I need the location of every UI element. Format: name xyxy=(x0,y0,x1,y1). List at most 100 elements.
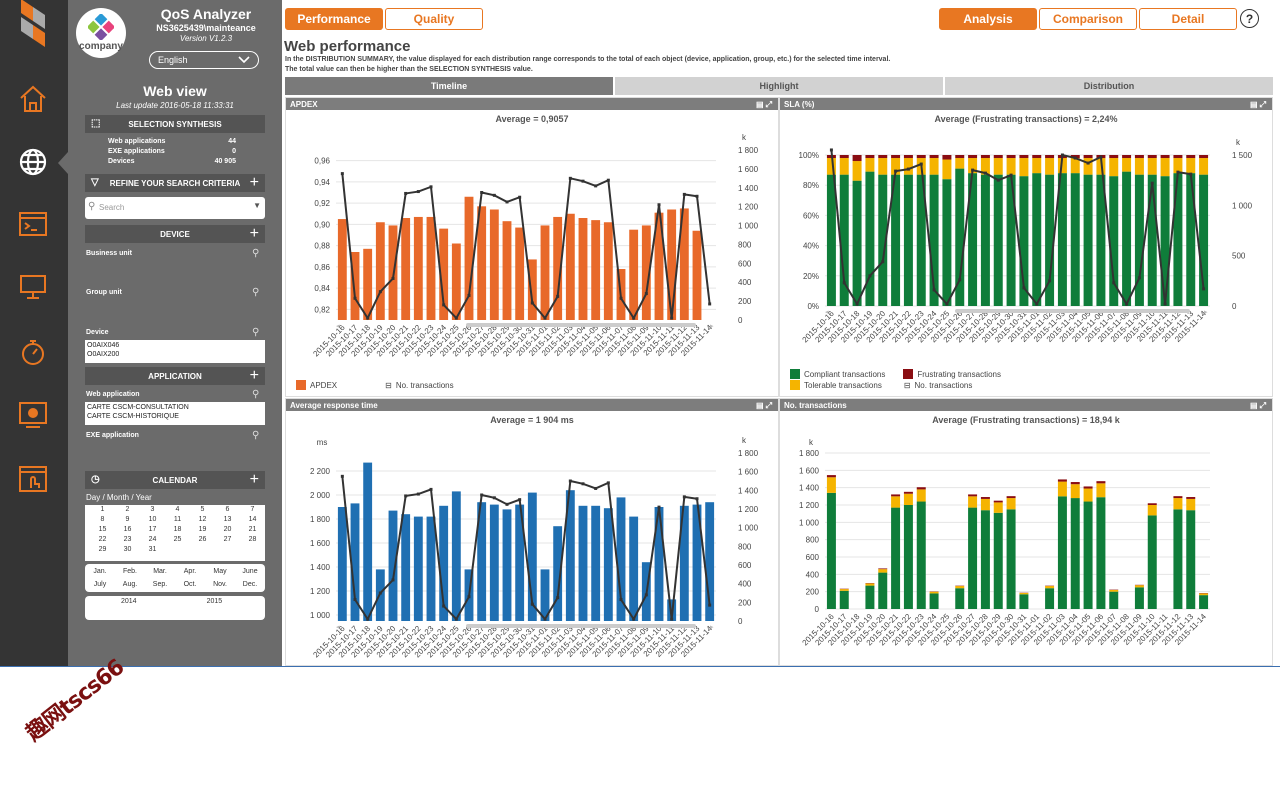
calendar-month[interactable]: May xyxy=(213,568,227,575)
calendar-day[interactable]: 23 xyxy=(123,536,132,543)
calendar-month[interactable]: June xyxy=(242,568,258,575)
quality-button[interactable]: Quality xyxy=(385,8,483,30)
search-icon[interactable]: ⚲ xyxy=(252,248,260,259)
comparison-button[interactable]: Comparison xyxy=(1039,8,1137,30)
search-icon[interactable]: ⚲ xyxy=(252,389,260,400)
line-point xyxy=(695,497,699,501)
settings-screen-icon[interactable] xyxy=(14,396,52,434)
export-icon[interactable]: ▤⤢ xyxy=(756,100,774,109)
plus-icon[interactable]: + xyxy=(249,471,259,488)
terminal-icon[interactable] xyxy=(14,205,52,243)
calendar-day[interactable]: 30 xyxy=(123,546,132,553)
calendar-day[interactable]: 15 xyxy=(98,526,107,533)
year-item[interactable]: 2015 xyxy=(206,598,223,605)
touch-window-icon[interactable] xyxy=(14,460,52,498)
application-section-header[interactable]: APPLICATION + xyxy=(85,367,265,385)
calendar-day[interactable]: 18 xyxy=(173,526,182,533)
plus-icon[interactable]: + xyxy=(249,225,259,242)
calendar-day[interactable]: 25 xyxy=(173,536,182,543)
calendar-day[interactable]: 22 xyxy=(98,536,107,543)
calendar-day[interactable]: 10 xyxy=(148,516,157,523)
search-icon[interactable]: ⚲ xyxy=(252,430,260,441)
bar xyxy=(527,492,537,621)
search-icon[interactable]: ⚲ xyxy=(252,327,260,338)
calendar-month[interactable]: Oct. xyxy=(183,580,197,588)
analysis-button[interactable]: Analysis xyxy=(939,8,1037,30)
calendar-month[interactable]: Jan. xyxy=(93,568,107,575)
y2-axis-label: k xyxy=(1236,138,1241,147)
calendar-day[interactable]: 7 xyxy=(250,506,255,513)
calendar-day[interactable]: 17 xyxy=(148,526,157,533)
globe-icon[interactable] xyxy=(14,143,52,181)
calendar-day[interactable]: 14 xyxy=(248,516,257,523)
monitor-icon[interactable] xyxy=(14,268,52,306)
calendar-day[interactable]: 5 xyxy=(200,506,205,513)
bar-segment xyxy=(1134,155,1144,159)
tab-highlight[interactable]: Highlight xyxy=(615,77,943,95)
plus-icon[interactable]: + xyxy=(249,174,259,191)
plus-icon[interactable]: + xyxy=(249,367,259,384)
calendar-day[interactable]: 24 xyxy=(148,536,157,543)
calendar-day[interactable]: 27 xyxy=(223,536,232,543)
refine-criteria-header[interactable]: ▽ REFINE YOUR SEARCH CRITERIA + xyxy=(85,174,265,192)
calendar-month[interactable]: July xyxy=(93,580,107,588)
device-section-header[interactable]: DEVICE + xyxy=(85,225,265,243)
calendar-day[interactable]: 31 xyxy=(148,546,157,553)
calendar-month[interactable]: Aug. xyxy=(122,580,138,588)
calendar-day[interactable]: 9 xyxy=(125,516,130,523)
calendar-month[interactable]: Feb. xyxy=(122,568,137,575)
calendar-day[interactable]: 12 xyxy=(198,516,207,523)
device-list[interactable]: O0AIX046 O0AIX200 xyxy=(85,340,265,363)
stopwatch-icon[interactable] xyxy=(14,333,52,371)
bar-segment xyxy=(1186,158,1196,174)
list-item[interactable]: O0AIX200 xyxy=(87,351,120,358)
list-item[interactable]: CARTE CSCM-HISTORIQUE xyxy=(87,413,179,420)
selection-synthesis-header[interactable]: ⬚ SELECTION SYNTHESIS xyxy=(85,115,265,133)
calendar-day[interactable]: 2 xyxy=(125,506,130,513)
calendar-month[interactable]: Mar. xyxy=(153,568,167,575)
list-item[interactable]: CARTE CSCM-CONSULTATION xyxy=(87,404,189,411)
year-item[interactable]: 2014 xyxy=(121,598,137,605)
detail-button[interactable]: Detail xyxy=(1139,8,1237,30)
calendar-day[interactable]: 26 xyxy=(198,536,207,543)
list-item[interactable]: O0AIX046 xyxy=(87,342,120,349)
tab-timeline[interactable]: Timeline xyxy=(285,77,613,95)
calendar-month[interactable]: Sep. xyxy=(152,580,168,588)
calendar-month[interactable]: Nov. xyxy=(213,580,227,588)
bar-segment xyxy=(1083,174,1093,306)
line-point xyxy=(543,316,547,320)
calendar-day[interactable]: 3 xyxy=(150,506,155,513)
performance-button[interactable]: Performance xyxy=(285,8,383,30)
search-icon[interactable]: ⚲ xyxy=(252,287,260,298)
calendar-day[interactable]: 4 xyxy=(175,506,180,513)
calendar-month[interactable]: Apr. xyxy=(183,568,197,575)
calendar-day[interactable]: 8 xyxy=(100,516,105,523)
bar-segment xyxy=(1147,174,1157,306)
line-point xyxy=(1009,173,1013,177)
calendar-day[interactable]: 11 xyxy=(173,516,182,523)
synthesis-value: 40 905 xyxy=(214,158,236,165)
export-icon[interactable]: ▤⤢ xyxy=(1250,100,1268,109)
scroll-right-icon: ▸ xyxy=(1204,309,1208,316)
search-input[interactable]: ⚲ Search ▼ xyxy=(85,197,265,219)
calendar-month[interactable]: Dec. xyxy=(242,580,258,588)
calendar-day[interactable]: 6 xyxy=(225,506,230,513)
y2-tick-label: 200 xyxy=(738,598,752,607)
calendar-day[interactable]: 16 xyxy=(123,526,132,533)
calendar-day[interactable]: 19 xyxy=(198,526,207,533)
calendar-section-header[interactable]: ◷ CALENDAR + xyxy=(85,471,265,489)
help-icon[interactable]: ? xyxy=(1240,9,1259,28)
home-icon[interactable] xyxy=(14,80,52,118)
calendar-day[interactable]: 21 xyxy=(248,526,257,533)
export-icon[interactable]: ▤⤢ xyxy=(1250,401,1268,410)
language-select[interactable]: English xyxy=(149,51,259,69)
dropdown-arrow-icon[interactable]: ▼ xyxy=(253,201,261,210)
tab-distribution[interactable]: Distribution xyxy=(945,77,1273,95)
calendar-day[interactable]: 29 xyxy=(98,546,107,553)
calendar-day[interactable]: 1 xyxy=(100,506,105,513)
calendar-day[interactable]: 28 xyxy=(248,536,257,543)
calendar-day[interactable]: 13 xyxy=(223,516,232,523)
calendar-day[interactable]: 20 xyxy=(223,526,232,533)
web-application-list[interactable]: CARTE CSCM-CONSULTATION CARTE CSCM-HISTO… xyxy=(85,402,265,425)
export-icon[interactable]: ▤⤢ xyxy=(756,401,774,410)
